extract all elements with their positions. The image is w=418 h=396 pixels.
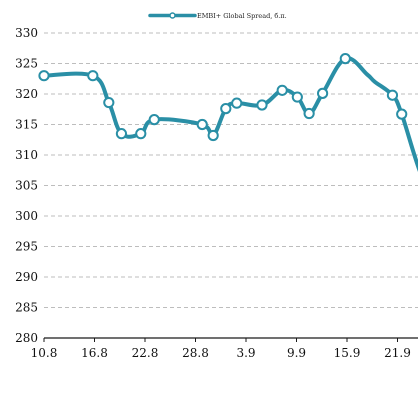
data-point-marker (256, 99, 268, 111)
x-tick-label: 9.9 (287, 346, 306, 360)
y-tick-labels: 280 285 290 295 300 305 310 315 320 325 330 (15, 26, 38, 345)
x-tick-label: 21.9 (384, 346, 411, 360)
data-point-marker (38, 70, 50, 82)
data-point-marker (135, 128, 147, 140)
data-point-marker (316, 87, 329, 99)
y-tick-label: 300 (15, 209, 38, 223)
series-line (42, 56, 418, 173)
x-tick-label: 10.8 (31, 346, 58, 360)
y-tick-label: 315 (15, 118, 38, 132)
data-point-marker (386, 89, 399, 101)
legend-marker (169, 12, 176, 19)
data-point-marker (291, 91, 303, 103)
y-tick-label: 295 (15, 240, 38, 254)
data-point-marker (231, 97, 243, 109)
grid-lines (44, 32, 418, 308)
data-point-marker (339, 53, 351, 65)
legend-label: EMBI+ Global Spread, б.п. (197, 12, 287, 20)
axes (43, 337, 418, 342)
data-point-marker (220, 103, 232, 115)
data-point-marker (148, 114, 160, 126)
series-markers (38, 53, 418, 181)
data-point-marker (396, 108, 408, 120)
data-point-marker (103, 96, 115, 109)
x-tick-label: 28.8 (182, 346, 209, 360)
data-point-marker (196, 118, 208, 131)
data-point-marker (87, 70, 99, 82)
y-tick-label: 305 (15, 179, 38, 193)
y-tick-label: 280 (15, 331, 38, 345)
x-tick-label: 15.9 (334, 346, 361, 360)
y-tick-label: 310 (15, 148, 38, 162)
y-tick-label: 325 (15, 57, 38, 71)
data-point-marker (207, 129, 219, 142)
x-tick-label: 22.8 (132, 346, 159, 360)
x-tick-labels: 10.8 16.8 22.8 28.8 3.9 9.9 15.9 21.9 (31, 346, 411, 360)
x-tick-label: 3.9 (236, 346, 255, 360)
x-tick-label: 16.8 (81, 346, 108, 360)
y-tick-label: 290 (15, 270, 38, 284)
data-point-marker (303, 107, 315, 120)
legend: EMBI+ Global Spread, б.п. (148, 12, 287, 20)
data-point-marker (276, 84, 288, 96)
y-tick-label: 285 (15, 301, 38, 315)
y-tick-label: 330 (15, 26, 38, 40)
y-tick-label: 320 (15, 87, 38, 101)
data-point-marker (115, 128, 128, 140)
plot-area (38, 53, 418, 181)
